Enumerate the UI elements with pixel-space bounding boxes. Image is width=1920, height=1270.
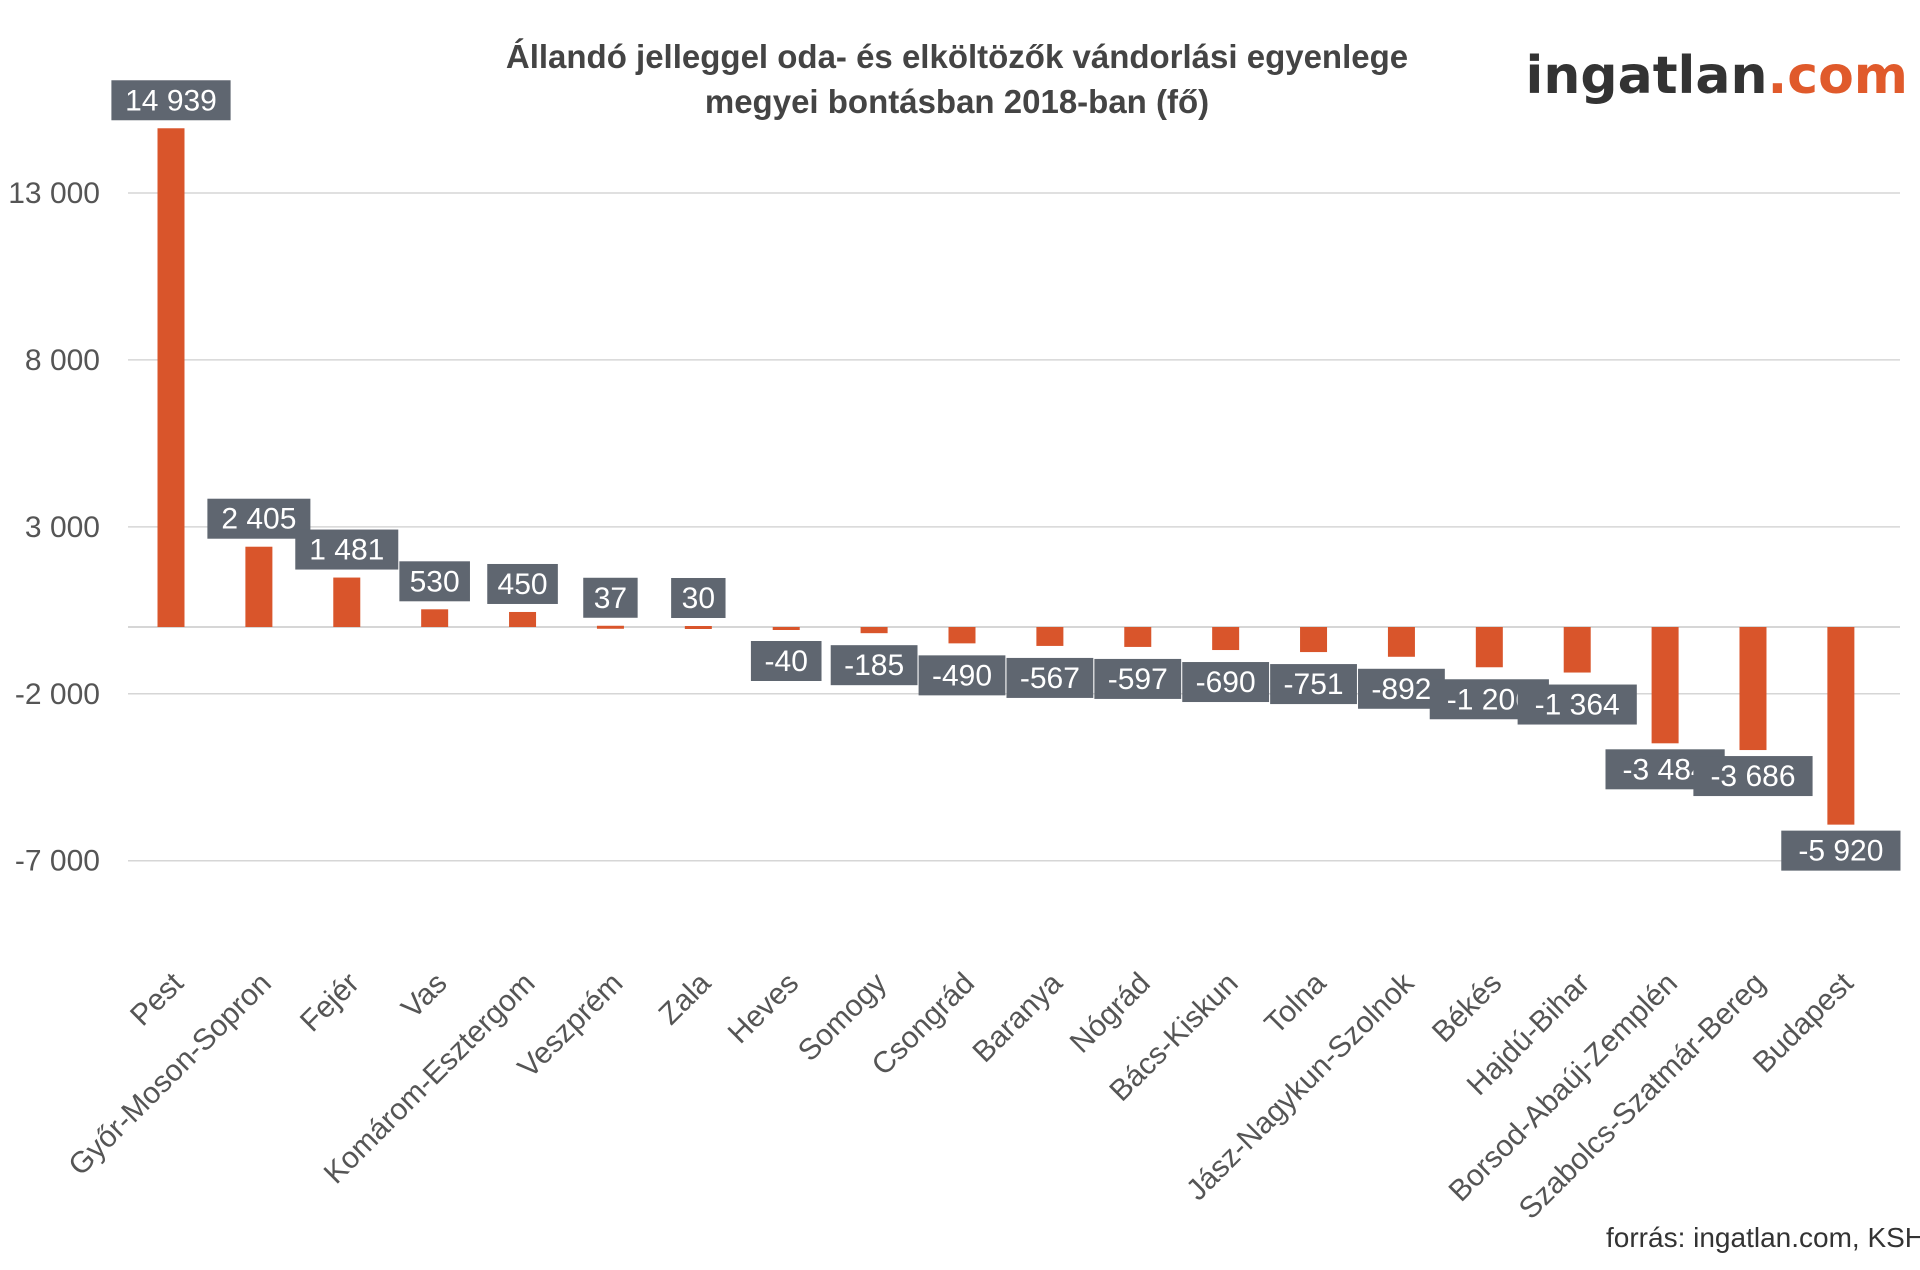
data-label-box [487, 563, 558, 604]
source-note: forrás: ingatlan.com, KSH [1606, 1222, 1920, 1253]
data-label: -490 [932, 659, 992, 692]
data-label-box [1270, 664, 1357, 705]
bar-11 [1036, 627, 1064, 646]
bar-15 [1387, 627, 1415, 657]
logo-text-main: ingatlan [1526, 46, 1768, 106]
data-label: -185 [844, 649, 904, 682]
bar-4 [421, 609, 449, 627]
data-label: -5 920 [1798, 835, 1883, 868]
bar-12 [1124, 627, 1152, 647]
bar-13 [1212, 627, 1240, 651]
bar-17 [1563, 627, 1591, 673]
y-axis: 13 000 8 000 3 000 -2 000 -7 000 [8, 177, 100, 878]
data-label-box [1182, 662, 1270, 703]
bars [157, 128, 1855, 825]
y-tick-label: 13 000 [8, 177, 100, 210]
bar-2 [245, 546, 273, 627]
bar-6 [596, 625, 624, 629]
data-label-box [207, 498, 311, 539]
y-tick-label: -7 000 [15, 845, 100, 878]
data-label: -892 [1371, 673, 1431, 706]
bar-20 [1827, 627, 1855, 825]
y-tick-label: 8 000 [25, 344, 100, 377]
chart-title-line-2: megyei bontásban 2018-ban (fő) [705, 83, 1209, 120]
data-label-box [918, 655, 1006, 696]
data-label: 530 [410, 565, 460, 598]
data-label-box [583, 577, 638, 618]
data-label: 2 405 [221, 503, 296, 536]
logo-text-domain: .com [1768, 46, 1909, 106]
bar-18 [1651, 627, 1679, 744]
data-label-box [1517, 684, 1637, 725]
data-label: -3 686 [1710, 760, 1795, 793]
chart-title-line-1: Állandó jelleggel oda- és elköltözők ván… [506, 38, 1408, 75]
bar-16 [1475, 627, 1503, 668]
data-label-box [1781, 830, 1901, 871]
y-tick-label: 3 000 [25, 511, 100, 544]
bar-7 [684, 625, 712, 629]
bar-19 [1739, 627, 1767, 751]
data-label: 30 [682, 582, 715, 615]
data-label-box [1006, 657, 1094, 698]
y-tick-label: -2 000 [15, 678, 100, 711]
data-label: -751 [1284, 668, 1344, 701]
bar-1 [157, 128, 185, 628]
data-label: -40 [765, 645, 808, 678]
data-label: 1 481 [309, 534, 384, 567]
data-label: -690 [1196, 666, 1256, 699]
data-label: 14 939 [125, 84, 217, 117]
data-label-box [1693, 756, 1813, 797]
data-label-box [671, 577, 726, 618]
data-labels: 14 939 2 405 1 481 530 450 37 30 -40 -185 -490 -56… [111, 80, 1901, 871]
data-label-box [111, 80, 231, 121]
bar-14 [1300, 627, 1328, 653]
data-label: 450 [498, 568, 548, 601]
data-label-box [830, 645, 918, 686]
bar-10 [948, 627, 976, 644]
data-label: -567 [1020, 662, 1080, 695]
data-label: 37 [594, 582, 627, 615]
bar-8 [772, 627, 800, 630]
bar-9 [860, 627, 888, 634]
data-label-box [399, 561, 470, 602]
bar-5 [509, 611, 537, 627]
brand-logo: ingatlan.com [1526, 46, 1908, 106]
data-label: -597 [1108, 663, 1168, 696]
data-label: -1 364 [1535, 689, 1620, 722]
bar-3 [333, 577, 361, 627]
data-label-box [750, 641, 822, 681]
data-label-box [295, 529, 399, 570]
data-label-box [1094, 658, 1182, 699]
